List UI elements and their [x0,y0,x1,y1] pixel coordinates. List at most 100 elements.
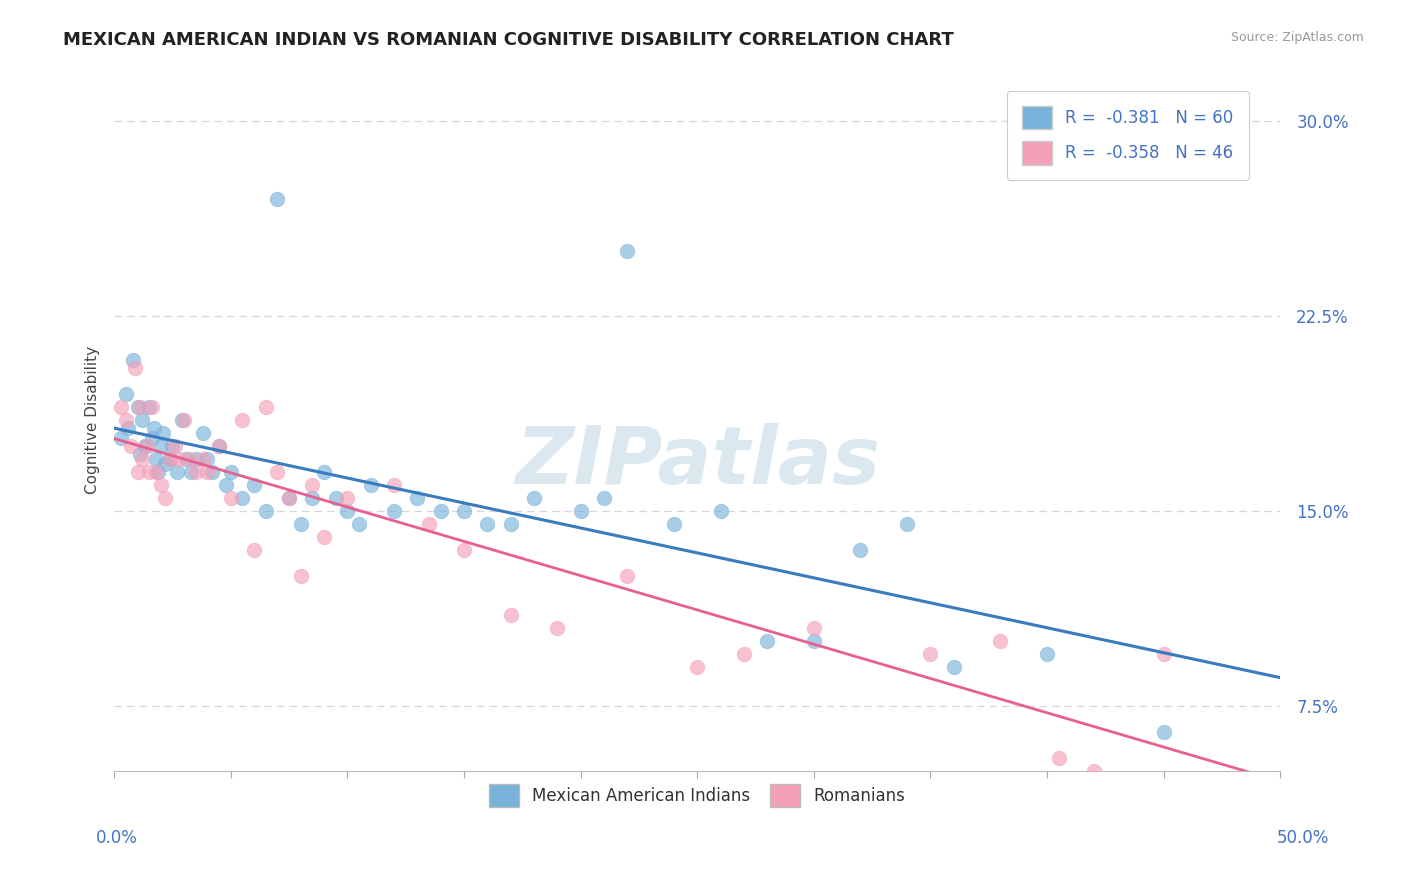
Point [162,439,184,453]
Point [145,452,167,467]
Point [301,478,323,492]
Point [176,452,198,467]
Point [169,452,191,467]
Point [124,360,146,375]
Point [616,244,638,258]
Text: 0.0%: 0.0% [96,829,138,847]
Point [336,504,359,518]
Point [117,421,139,435]
Point [1083,764,1105,779]
Point [135,439,157,453]
Point [1153,647,1175,661]
Text: MEXICAN AMERICAN INDIAN VS ROMANIAN COGNITIVE DISABILITY CORRELATION CHART: MEXICAN AMERICAN INDIAN VS ROMANIAN COGN… [63,31,955,49]
Point [170,413,193,427]
Point [131,452,153,467]
Point [110,431,132,445]
Point [131,413,153,427]
Point [477,517,499,532]
Point [155,457,177,471]
Point [215,478,238,492]
Point [115,413,138,427]
Point [191,452,214,467]
Point [127,465,149,479]
Point [499,608,522,623]
Point [325,491,347,505]
Point [142,421,165,435]
Point [145,465,167,479]
Point [138,465,160,479]
Point [120,439,142,453]
Point [499,517,522,532]
Point [803,634,825,648]
Point [159,452,181,467]
Point [523,491,546,505]
Point [429,504,451,518]
Point [290,517,312,532]
Point [254,504,277,518]
Point [128,400,150,414]
Point [347,517,370,532]
Point [266,465,288,479]
Point [662,517,685,532]
Point [1153,725,1175,739]
Point [593,491,616,505]
Point [569,504,592,518]
Point [406,491,429,505]
Point [159,452,181,467]
Point [201,465,224,479]
Point [127,400,149,414]
Point [546,621,568,635]
Point [231,491,253,505]
Point [219,491,242,505]
Point [418,517,440,532]
Point [110,400,132,414]
Point [197,465,219,479]
Point [849,543,872,558]
Y-axis label: Cognitive Disability: Cognitive Disability [86,346,100,494]
Point [148,465,170,479]
Point [686,660,709,674]
Point [197,452,219,467]
Point [121,353,143,368]
Point [896,517,918,532]
Text: Source: ZipAtlas.com: Source: ZipAtlas.com [1230,31,1364,45]
Point [942,660,965,674]
Point [453,504,475,518]
Point [177,452,200,467]
Point [115,387,138,401]
Point [254,400,277,414]
Point [128,447,150,461]
Point [266,192,288,206]
Point [243,543,266,558]
Point [1047,751,1070,765]
Point [152,425,174,440]
Point [149,439,172,453]
Point [278,491,301,505]
Point [453,543,475,558]
Point [756,634,779,648]
Text: 50.0%: 50.0% [1277,829,1329,847]
Point [290,569,312,583]
Point [243,478,266,492]
Text: ZIPatlas: ZIPatlas [515,423,880,501]
Point [208,439,231,453]
Point [278,491,301,505]
Point [138,400,160,414]
Point [166,465,188,479]
Point [184,465,207,479]
Point [360,478,382,492]
Point [733,647,755,661]
Point [149,478,172,492]
Point [208,439,231,453]
Point [382,504,405,518]
Point [1036,647,1059,661]
Point [219,465,242,479]
Point [184,452,207,467]
Point [336,491,359,505]
Point [616,569,638,583]
Point [312,465,335,479]
Point [312,530,335,544]
Point [920,647,942,661]
Point [301,491,323,505]
Point [231,413,253,427]
